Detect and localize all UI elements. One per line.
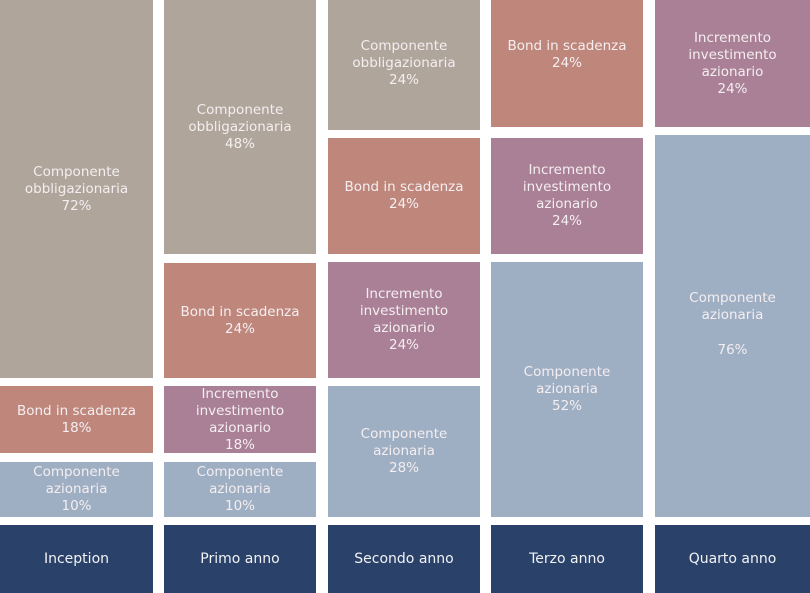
segment-label: Componente — [523, 364, 611, 380]
segment-percentage: 10% — [61, 498, 92, 514]
segment-azionaria: Componente azionaria 10% — [0, 462, 153, 517]
segment-label: investimento — [359, 303, 449, 319]
segment-label: Incremento — [201, 385, 279, 402]
segment-incremento: Incremento investimento azionario 18% — [164, 386, 316, 453]
segment-percentage: 28% — [388, 460, 419, 476]
segment-label: azionario — [209, 419, 271, 436]
segment-percentage: 24% — [224, 320, 255, 337]
segment-label: azionario — [536, 196, 598, 212]
segment-label: investimento — [195, 402, 285, 419]
period-label: Quarto anno — [655, 525, 810, 593]
segment-percentage: 24% — [388, 72, 419, 88]
segment-bond: Bond in scadenza 18% — [0, 386, 153, 453]
segment-label: investimento — [688, 47, 777, 63]
segment-percentage: 18% — [224, 436, 255, 453]
segment-label: azionaria — [209, 481, 271, 497]
segment-azionaria: Componente azionaria 28% — [328, 386, 480, 517]
segment-percentage: 52% — [551, 398, 582, 414]
period-label: Primo anno — [164, 525, 316, 593]
segment-label: azionario — [701, 64, 764, 80]
segment-bond: Bond in scadenza 24% — [328, 138, 480, 254]
segment-incremento: Incremento investimento azionario 24% — [491, 138, 643, 254]
segment-percentage: 48% — [224, 135, 255, 152]
segment-label: Componente — [360, 426, 448, 442]
segment-label: azionaria — [701, 307, 764, 323]
segment-label: obbligazionaria — [24, 180, 129, 197]
segment-obbligazionaria: Componente obbligazionaria 72% — [0, 0, 153, 378]
segment-label: azionaria — [45, 481, 108, 497]
segment-label: Componente — [196, 464, 284, 480]
segment-azionaria: Componente azionaria 76% — [655, 135, 810, 517]
segment-label: Componente — [33, 163, 120, 180]
segment-label: obbligazionaria — [188, 118, 292, 135]
segment-percentage: 24% — [717, 81, 748, 97]
segment-percentage: 24% — [388, 337, 419, 353]
segment-label: Componente — [33, 464, 120, 480]
segment-percentage: 76% — [717, 342, 748, 358]
segment-obbligazionaria: Componente obbligazionaria 48% — [164, 0, 316, 254]
segment-percentage: 10% — [224, 498, 255, 514]
segment-bond: Bond in scadenza 24% — [164, 263, 316, 378]
segment-label: obbligazionaria — [352, 55, 456, 71]
period-label: Secondo anno — [328, 525, 480, 593]
segment-label: Incremento — [528, 162, 606, 178]
segment-label: Bond in scadenza — [180, 303, 300, 320]
segment-percentage: 24% — [551, 213, 582, 229]
segment-percentage: 24% — [551, 55, 582, 71]
segment-label: Componente — [196, 101, 284, 118]
segment-percentage: 18% — [61, 419, 92, 436]
period-label: Inception — [0, 525, 153, 593]
segment-label: Incremento — [693, 30, 772, 46]
segment-incremento: Incremento investimento azionario 24% — [655, 0, 810, 127]
segment-label: Incremento — [365, 286, 443, 302]
segment-label: azionaria — [536, 381, 598, 397]
period-label: Terzo anno — [491, 525, 643, 593]
segment-label: Bond in scadenza — [507, 38, 627, 54]
segment-label: Componente — [360, 38, 448, 54]
segment-label: azionaria — [373, 443, 435, 459]
segment-incremento: Incremento investimento azionario 24% — [328, 262, 480, 378]
segment-percentage: 72% — [61, 197, 92, 214]
segment-label: azionario — [373, 320, 435, 336]
segment-label: Bond in scadenza — [344, 179, 464, 195]
segment-bond: Bond in scadenza 24% — [491, 0, 643, 127]
segment-azionaria: Componente azionaria 52% — [491, 262, 643, 517]
segment-obbligazionaria: Componente obbligazionaria 24% — [328, 0, 480, 130]
segment-label: investimento — [522, 179, 612, 195]
segment-label: Componente — [689, 290, 776, 306]
segment-label: Bond in scadenza — [16, 402, 137, 419]
segment-percentage: 24% — [388, 196, 419, 212]
segment-azionaria: Componente azionaria 10% — [164, 462, 316, 517]
